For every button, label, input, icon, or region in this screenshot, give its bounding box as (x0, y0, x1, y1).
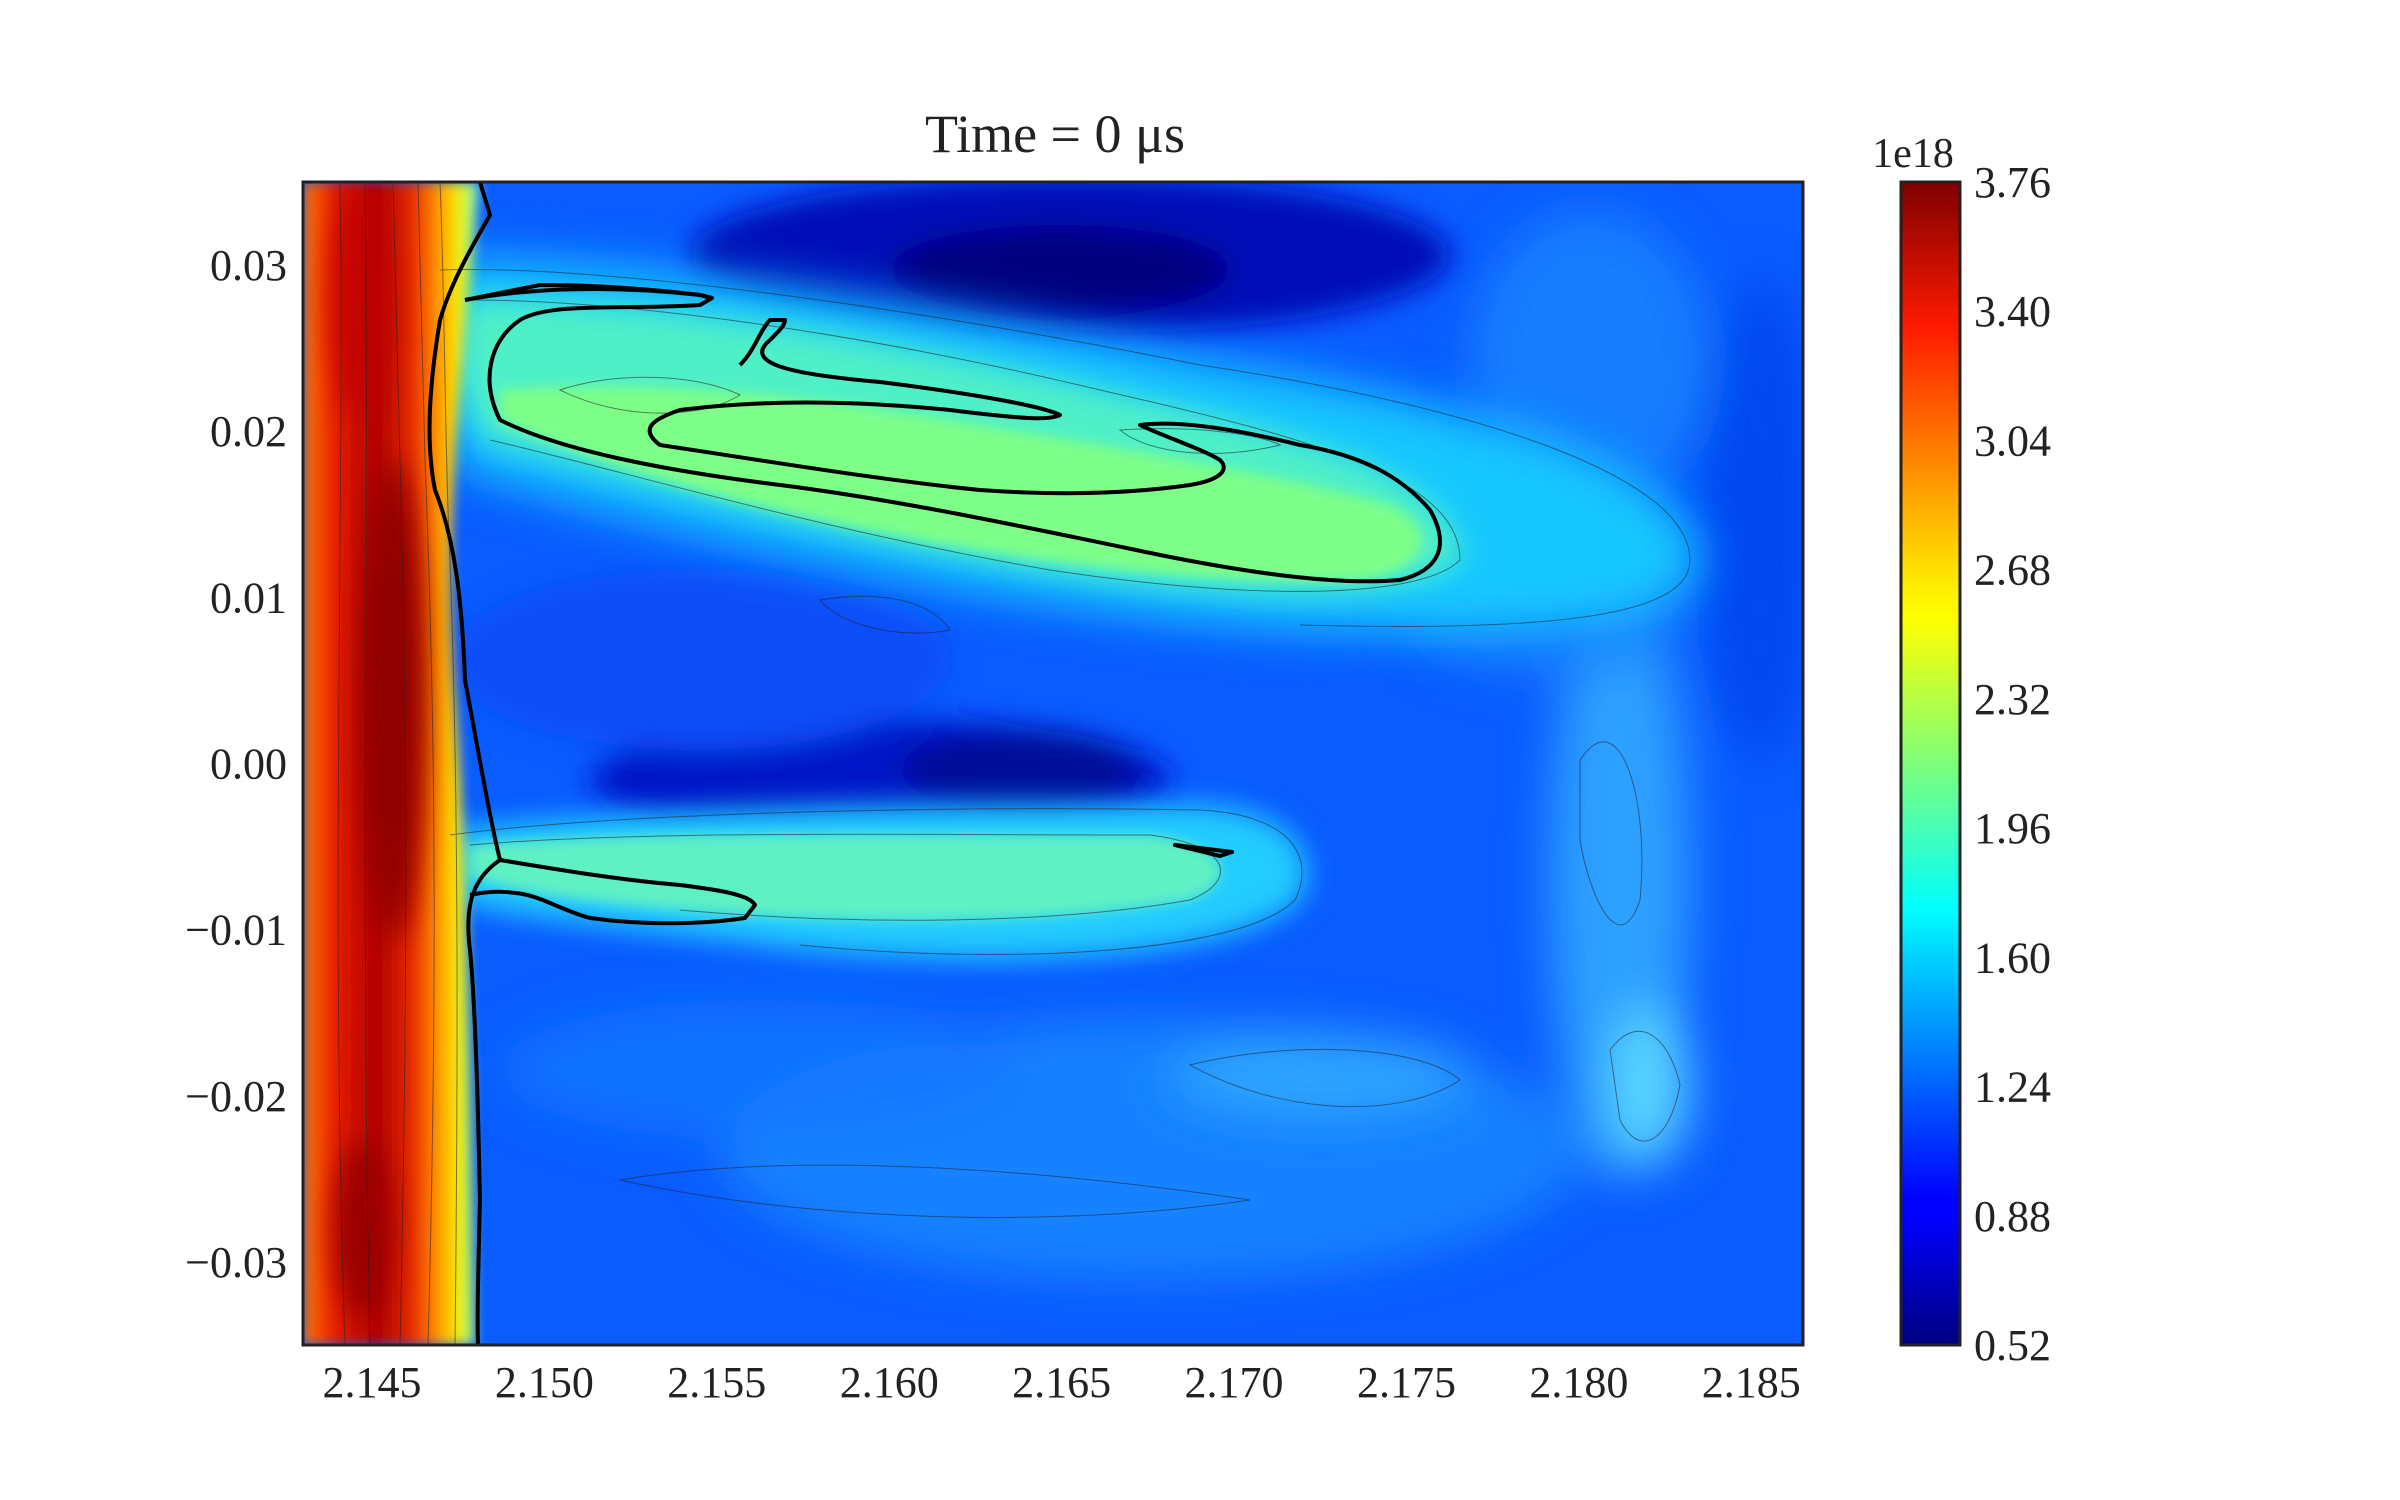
y-tick-label: −0.01 (185, 906, 287, 955)
x-tick-label: 2.170 (1185, 1358, 1284, 1407)
plot-frame (301, 180, 1805, 1347)
x-axis: 2.145 2.150 2.155 2.160 2.165 2.170 2.175 2.180… (322, 1358, 1800, 1407)
x-tick-label: 2.175 (1357, 1358, 1456, 1407)
colorbar-gradient (1899, 180, 1962, 1347)
colorbar-tick-label: 2.68 (1974, 546, 2051, 595)
y-tick-label: 0.02 (210, 407, 287, 456)
upper-jet-contour-outer (464, 287, 713, 302)
colorbar-tick-label: 3.04 (1974, 416, 2051, 465)
x-tick-label: 2.160 (840, 1358, 939, 1407)
highlighted-contour (427, 182, 1442, 1345)
y-tick-label: −0.02 (185, 1072, 287, 1121)
chart-title: Time = 0 μs (925, 104, 1185, 164)
lower-jet (450, 803, 1307, 960)
colorbar-tick-label: 3.40 (1974, 287, 2051, 336)
x-tick-label: 2.185 (1702, 1358, 1801, 1407)
x-tick-label: 2.180 (1529, 1358, 1628, 1407)
upper-jet-contour (464, 283, 1442, 584)
x-tick-label: 2.145 (322, 1358, 421, 1407)
x-tick-label: 2.165 (1012, 1358, 1111, 1407)
left-edge-maximum (303, 182, 480, 1345)
colorbar: 1e18 0.52 0.88 1.24 1.60 1.96 2.32 2.68 3.04 3.4… (1872, 131, 2051, 1370)
x-tick-label: 2.155 (667, 1358, 766, 1407)
colorbar-tick-label: 1.96 (1974, 804, 2051, 853)
minima-regions (450, 182, 1450, 840)
y-tick-label: −0.03 (185, 1238, 287, 1287)
colorbar-tick-label: 3.76 (1974, 158, 2051, 207)
thin-contours (337, 182, 1691, 1345)
colorbar-tick-label: 1.60 (1974, 933, 2051, 982)
y-axis: 0.03 0.02 0.01 0.00 −0.01 −0.02 −0.03 (185, 241, 287, 1287)
plot-area (301, 180, 1805, 1347)
colorbar-tick-label: 2.32 (1974, 675, 2051, 724)
colorbar-tick-label: 0.52 (1974, 1321, 2051, 1370)
y-tick-label: 0.03 (210, 241, 287, 290)
x-tick-label: 2.150 (495, 1358, 594, 1407)
colorbar-tick-label: 1.24 (1974, 1063, 2051, 1112)
y-tick-label: 0.01 (210, 573, 287, 622)
colorbar-tick-label: 0.88 (1974, 1192, 2051, 1241)
colorbar-ticks: 0.52 0.88 1.24 1.60 1.96 2.32 2.68 3.04 3.40 3.76 (1974, 158, 2051, 1370)
contour-field (303, 182, 1803, 1345)
lower-jet-small-contour (1173, 843, 1234, 858)
y-tick-label: 0.00 (210, 740, 287, 789)
colorbar-offset-text: 1e18 (1872, 131, 1954, 177)
main-contour (427, 182, 502, 1345)
lower-jet-contour (469, 858, 757, 926)
